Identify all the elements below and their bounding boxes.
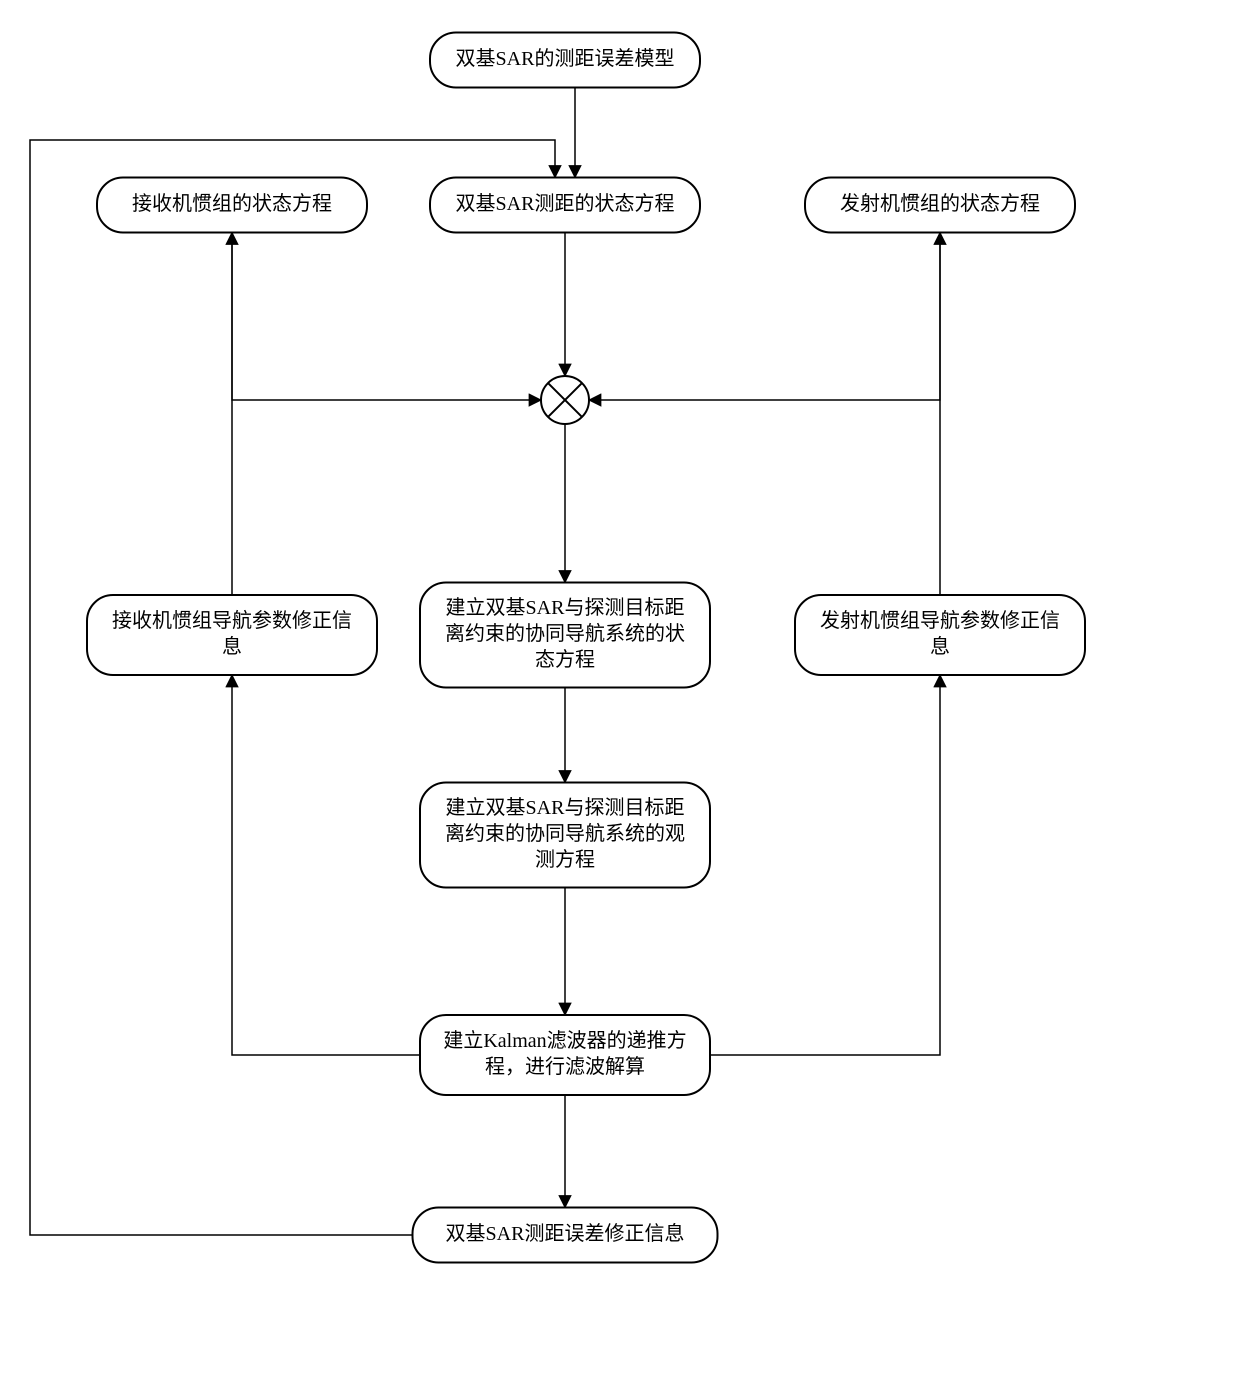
node-top-label: 双基SAR的测距误差模型	[456, 47, 675, 70]
node-txCor-label-line-1: 息	[930, 635, 950, 658]
node-kalman-label-line-1: 程，进行滤波解算	[485, 1055, 645, 1078]
node-recvEq-label-line-0: 接收机惯组的状态方程	[132, 192, 332, 215]
node-recvCor-label-line-1: 息	[222, 635, 242, 658]
node-obs-label-line-0: 建立双基SAR与探测目标距	[446, 796, 685, 819]
node-recvEq-label: 接收机惯组的状态方程	[132, 192, 332, 215]
edge-kalman-to-txCor	[710, 675, 940, 1055]
node-bottom-label-line-0: 双基SAR测距误差修正信息	[446, 1222, 685, 1245]
node-state-label-line-2: 态方程	[535, 648, 595, 671]
node-bottom: 双基SAR测距误差修正信息	[413, 1208, 718, 1263]
node-txCor-label-line-0: 发射机惯组导航参数修正信	[820, 609, 1060, 632]
node-top-label-line-0: 双基SAR的测距误差模型	[456, 47, 675, 70]
node-obs-label-line-1: 离约束的协同导航系统的观	[445, 822, 685, 845]
node-txEq: 发射机惯组的状态方程	[805, 178, 1075, 233]
sum-junction	[541, 376, 589, 424]
node-top: 双基SAR的测距误差模型	[430, 33, 700, 88]
node-kalman-label-line-0: 建立Kalman滤波器的递推方	[443, 1029, 686, 1052]
node-txCor: 发射机惯组导航参数修正信息	[795, 595, 1085, 675]
node-state-label-line-0: 建立双基SAR与探测目标距	[446, 596, 685, 619]
node-obs: 建立双基SAR与探测目标距离约束的协同导航系统的观测方程	[420, 783, 710, 888]
node-sarEq-label-line-0: 双基SAR测距的状态方程	[456, 192, 675, 215]
edge-kalman-to-recvCor	[232, 675, 420, 1055]
edge-recv-to-sum	[232, 233, 541, 401]
edge-tx-to-sum	[589, 233, 940, 401]
node-recvCor: 接收机惯组导航参数修正信息	[87, 595, 377, 675]
node-recvCor-label-line-0: 接收机惯组导航参数修正信	[112, 609, 352, 632]
node-sarEq: 双基SAR测距的状态方程	[430, 178, 700, 233]
node-txEq-label: 发射机惯组的状态方程	[840, 192, 1040, 215]
node-kalman: 建立Kalman滤波器的递推方程，进行滤波解算	[420, 1015, 710, 1095]
node-obs-label-line-2: 测方程	[535, 848, 595, 871]
node-recvEq: 接收机惯组的状态方程	[97, 178, 367, 233]
node-bottom-label: 双基SAR测距误差修正信息	[446, 1222, 685, 1245]
node-txEq-label-line-0: 发射机惯组的状态方程	[840, 192, 1040, 215]
node-sarEq-label: 双基SAR测距的状态方程	[456, 192, 675, 215]
node-state: 建立双基SAR与探测目标距离约束的协同导航系统的状态方程	[420, 583, 710, 688]
node-state-label-line-1: 离约束的协同导航系统的状	[445, 622, 685, 645]
